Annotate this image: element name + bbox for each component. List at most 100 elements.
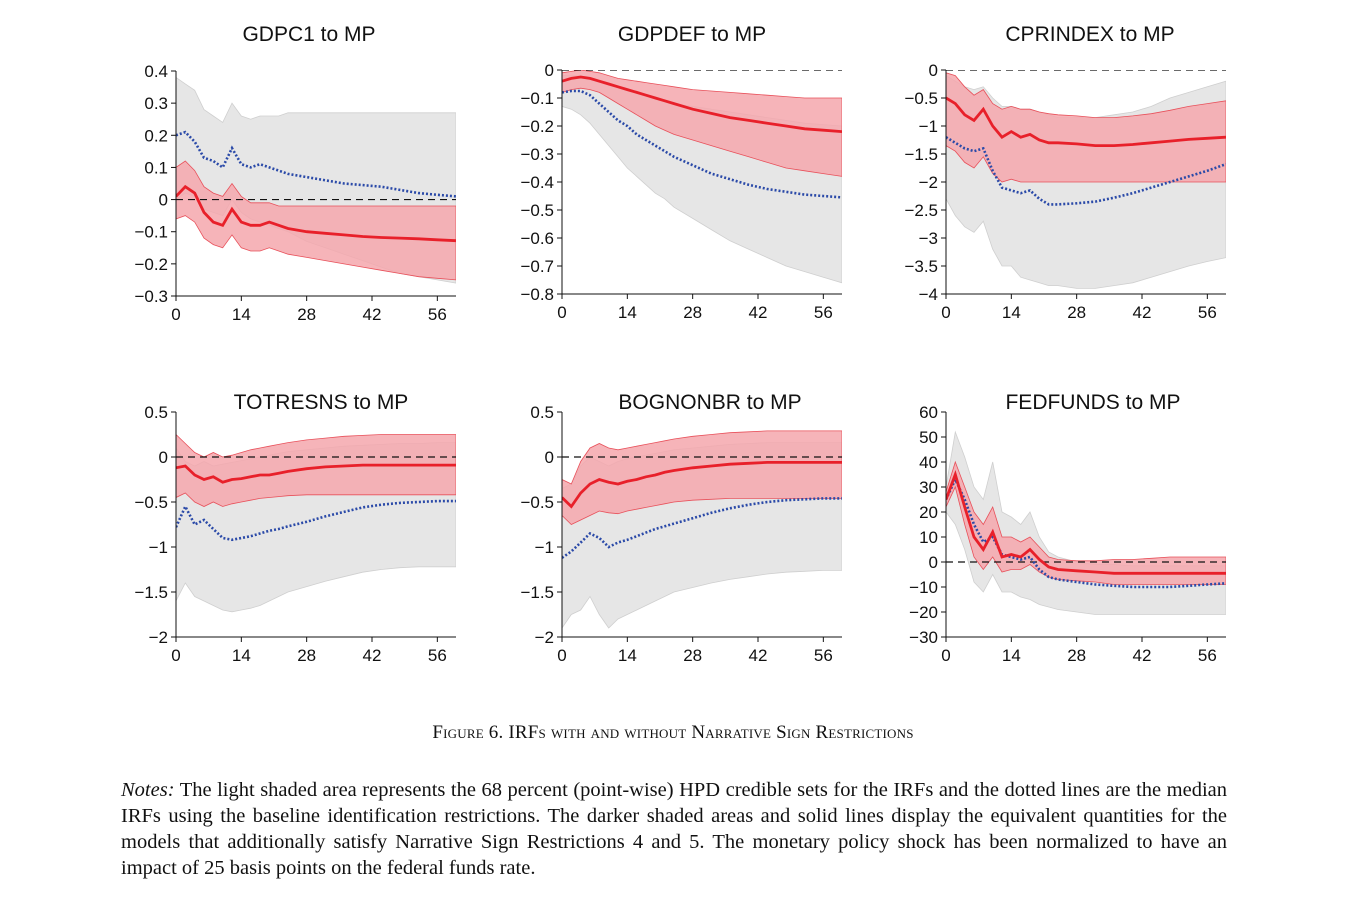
x-tick-label: 14 — [618, 646, 637, 665]
y-tick-label: −0.3 — [520, 145, 554, 164]
y-tick-label: −0.3 — [134, 287, 168, 306]
x-tick-label: 28 — [683, 303, 702, 322]
y-tick-label: −0.5 — [134, 493, 168, 512]
y-tick-label: 0 — [929, 553, 938, 572]
y-tick-label: −3 — [919, 229, 938, 248]
x-tick-label: 42 — [749, 646, 768, 665]
y-tick-label: −0.2 — [134, 255, 168, 274]
x-tick-label: 14 — [1002, 303, 1021, 322]
y-tick-label: −1.5 — [134, 583, 168, 602]
y-tick-label: 40 — [919, 453, 938, 472]
narrative-median-line — [562, 75, 842, 133]
x-tick-label: 56 — [1198, 646, 1217, 665]
x-tick-label: 56 — [814, 646, 833, 665]
x-tick-label: 0 — [171, 646, 180, 665]
narrative-band — [562, 430, 842, 525]
x-tick-label: 0 — [557, 646, 566, 665]
narrative-band — [946, 460, 1226, 585]
y-tick-label: −10 — [909, 578, 938, 597]
x-tick-label: 0 — [941, 303, 950, 322]
y-tick-label: −1.5 — [904, 145, 938, 164]
plot-area — [562, 70, 842, 284]
narrative-median-line — [562, 461, 842, 509]
baseline-median-line — [946, 136, 1226, 206]
y-tick-label: −1 — [919, 117, 938, 136]
narrative-median-line — [946, 96, 1226, 147]
panel-title: BOGNONBR to MP — [618, 391, 801, 414]
x-tick-label: 56 — [1198, 303, 1217, 322]
x-tick-label: 28 — [1067, 646, 1086, 665]
y-tick-label: −0.5 — [904, 89, 938, 108]
plot-area — [946, 430, 1226, 615]
baseline-median-line — [176, 130, 456, 198]
irf-panel-2: −0.8 −0.7 −0.6 −0.5 −0.4 −0.3 −0.2 −0.1 0 0 14 28 42… — [520, 23, 842, 322]
narrative-band — [176, 160, 456, 281]
baseline-median-line — [562, 89, 842, 199]
y-tick-label: 20 — [919, 503, 938, 522]
y-tick-label: 0.3 — [144, 94, 168, 113]
y-tick-label: −4 — [919, 285, 938, 304]
y-tick-label: −0.6 — [520, 229, 554, 248]
y-tick-label: 10 — [919, 528, 938, 547]
y-tick-label: 0.2 — [144, 126, 168, 145]
narrative-band — [946, 72, 1226, 183]
x-tick-label: 28 — [297, 305, 316, 324]
narrative-median-line — [176, 463, 456, 484]
figure-caption: Figure 6. IRFs with and without Narrativ… — [432, 722, 914, 743]
y-tick-label: −0.5 — [520, 201, 554, 220]
irf-panel-6: −30 −20 −10 0 10 20 30 40 50 60 0 14 28 42 56 FEDFUNDS … — [909, 391, 1226, 665]
baseline-median-line — [946, 476, 1226, 589]
x-tick-label: 42 — [1133, 303, 1152, 322]
x-tick-label: 56 — [428, 646, 447, 665]
x-tick-label: 0 — [557, 303, 566, 322]
notes-lead: Notes: — [121, 779, 175, 801]
y-tick-label: 60 — [919, 403, 938, 422]
y-tick-label: −0.7 — [520, 257, 554, 276]
irf-panel-4: −2 −1.5 −1 −0.5 0 0.5 0 14 28 42 56 TOTRESNS to MP — [134, 391, 456, 665]
y-tick-label: 0.4 — [144, 62, 168, 81]
panel-title: GDPC1 to MP — [242, 23, 375, 46]
y-tick-label: −2 — [535, 628, 554, 647]
plot-area — [176, 76, 456, 284]
plot-area — [176, 433, 456, 613]
y-tick-label: −1 — [535, 538, 554, 557]
y-tick-label: −1 — [149, 538, 168, 557]
y-tick-label: 30 — [919, 478, 938, 497]
panel-title: CPRINDEX to MP — [1005, 23, 1174, 46]
y-tick-label: −2 — [919, 173, 938, 192]
narrative-band — [562, 70, 842, 177]
y-tick-label: −0.1 — [134, 223, 168, 242]
plot-area — [562, 430, 842, 629]
y-tick-label: −1.5 — [520, 583, 554, 602]
x-tick-label: 14 — [232, 305, 251, 324]
y-tick-label: 0 — [159, 191, 168, 210]
x-tick-label: 42 — [363, 646, 382, 665]
y-tick-label: −0.1 — [520, 89, 554, 108]
panel-title: FEDFUNDS to MP — [1005, 391, 1180, 414]
x-tick-label: 28 — [683, 646, 702, 665]
plot-area — [946, 70, 1226, 289]
x-tick-label: 0 — [171, 305, 180, 324]
y-tick-label: −3.5 — [904, 257, 938, 276]
y-tick-label: 0.5 — [144, 403, 168, 422]
y-tick-label: −0.8 — [520, 285, 554, 304]
x-tick-label: 28 — [1067, 303, 1086, 322]
x-tick-label: 56 — [428, 305, 447, 324]
x-tick-label: 0 — [941, 646, 950, 665]
x-tick-label: 14 — [232, 646, 251, 665]
y-tick-label: 0 — [159, 448, 168, 467]
narrative-median-line — [176, 184, 456, 243]
x-tick-label: 28 — [297, 646, 316, 665]
y-tick-label: −2.5 — [904, 201, 938, 220]
y-tick-label: 0.1 — [144, 158, 168, 177]
y-tick-label: −20 — [909, 603, 938, 622]
narrative-band — [176, 433, 456, 507]
y-tick-label: 0.5 — [530, 403, 554, 422]
y-tick-label: −2 — [149, 628, 168, 647]
panel-title: TOTRESNS to MP — [234, 391, 409, 414]
narrative-median-line — [946, 470, 1226, 575]
x-tick-label: 42 — [1133, 646, 1152, 665]
notes-text: The light shaded area represents the 68 … — [121, 779, 1227, 879]
irf-panel-1: −0.3 −0.2 −0.1 0 0.1 0.2 0.3 0.4 0 14 28 42 56 GDPC1 … — [134, 23, 456, 324]
irf-panel-5: −2 −1.5 −1 −0.5 0 0.5 0 14 28 42 56 BOGNONBR to MP — [520, 391, 842, 665]
